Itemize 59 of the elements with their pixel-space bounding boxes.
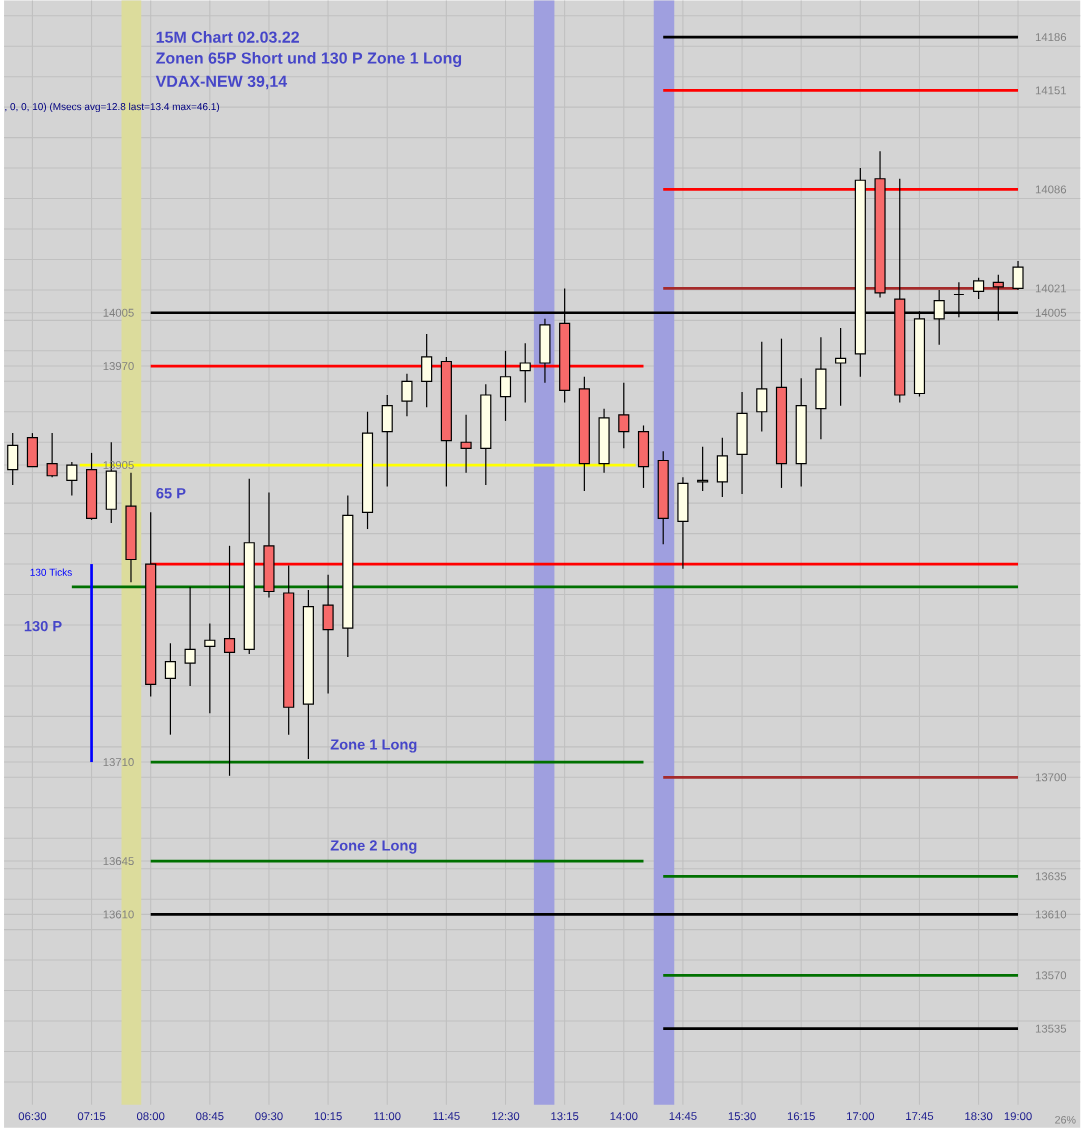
candlestick bbox=[500, 350, 512, 422]
x-tick-label: 16:15 bbox=[787, 1112, 815, 1121]
x-tick-label: 13:15 bbox=[551, 1112, 579, 1121]
y2-tick-label: 14086 bbox=[1036, 185, 1067, 194]
y2-tick-label: 14151 bbox=[1036, 86, 1067, 95]
x-tick-label: 09:30 bbox=[255, 1112, 283, 1121]
x-tick-label: 10:15 bbox=[314, 1112, 342, 1121]
candlestick bbox=[401, 373, 413, 417]
candlestick bbox=[46, 432, 58, 478]
text: 26% bbox=[1055, 1116, 1076, 1124]
annotation: 130 Ticks bbox=[30, 568, 72, 576]
candlestick bbox=[519, 342, 531, 404]
x-tick-label: 07:15 bbox=[77, 1112, 106, 1121]
candlestick bbox=[756, 341, 768, 433]
y-tick-label: 14005 bbox=[103, 308, 134, 317]
y2-tick-label: 14005 bbox=[1036, 308, 1067, 317]
annotation: 130 P bbox=[24, 620, 62, 632]
x-tick-label: 06:30 bbox=[18, 1112, 47, 1121]
y2-tick-label: 14186 bbox=[1036, 33, 1067, 42]
x-tick-label: 18:30 bbox=[965, 1112, 993, 1121]
x-tick-label: 14:45 bbox=[669, 1112, 697, 1121]
x-tick-label: 14:00 bbox=[610, 1112, 638, 1121]
candlestick bbox=[618, 382, 630, 449]
annotation: Zone 2 Long bbox=[330, 840, 417, 854]
annotation: 65 P bbox=[156, 488, 186, 499]
candlestick bbox=[973, 277, 985, 300]
candlestick bbox=[224, 545, 236, 777]
x-tick-label: 19:00 bbox=[1004, 1112, 1032, 1121]
candlestick bbox=[204, 622, 216, 714]
candlestick bbox=[184, 586, 196, 687]
candlestick bbox=[1012, 260, 1024, 291]
annotation: VDAX-NEW 39,14 bbox=[155, 75, 288, 90]
candlestick bbox=[164, 642, 177, 736]
y2-tick-label: 13700 bbox=[1036, 773, 1067, 782]
y-tick-label: 13905 bbox=[103, 461, 134, 470]
y-tick-label: 13970 bbox=[103, 362, 134, 371]
x-tick-label: 11:45 bbox=[433, 1112, 460, 1121]
y2-tick-label: 14021 bbox=[1036, 284, 1067, 293]
y2-tick-label: 13610 bbox=[1036, 910, 1067, 919]
y2-tick-label: 13570 bbox=[1036, 971, 1067, 980]
x-tick-label: 11:00 bbox=[374, 1112, 401, 1121]
x-tick-label: 17:45 bbox=[906, 1112, 934, 1121]
candlestick bbox=[460, 414, 472, 474]
y-tick-label: 13645 bbox=[103, 857, 134, 866]
x-tick-label: 08:00 bbox=[137, 1112, 165, 1121]
text: Zonen 65P Short und 130 P Zone 1 Long bbox=[156, 52, 462, 67]
text: 15M Chart 02.03.22 bbox=[156, 31, 300, 43]
y2-tick-label: 13635 bbox=[1036, 872, 1067, 881]
y2-tick-label: 13535 bbox=[1036, 1024, 1067, 1033]
x-tick-label: 15:30 bbox=[728, 1112, 756, 1121]
x-tick-label: 17:00 bbox=[847, 1112, 875, 1121]
candlestick bbox=[835, 327, 847, 407]
y-tick-label: 13610 bbox=[103, 910, 134, 919]
x-tick-label: 12:30 bbox=[492, 1112, 520, 1121]
candlestick bbox=[66, 461, 78, 497]
y-tick-label: 13710 bbox=[103, 758, 134, 767]
x-tick-label: 08:45 bbox=[196, 1112, 224, 1121]
annotation: Zone 1 Long bbox=[330, 739, 417, 753]
annotation: , 0, 0, 10) (Msecs avg=12.8 last=13.4 max=46.1) bbox=[5, 102, 220, 113]
